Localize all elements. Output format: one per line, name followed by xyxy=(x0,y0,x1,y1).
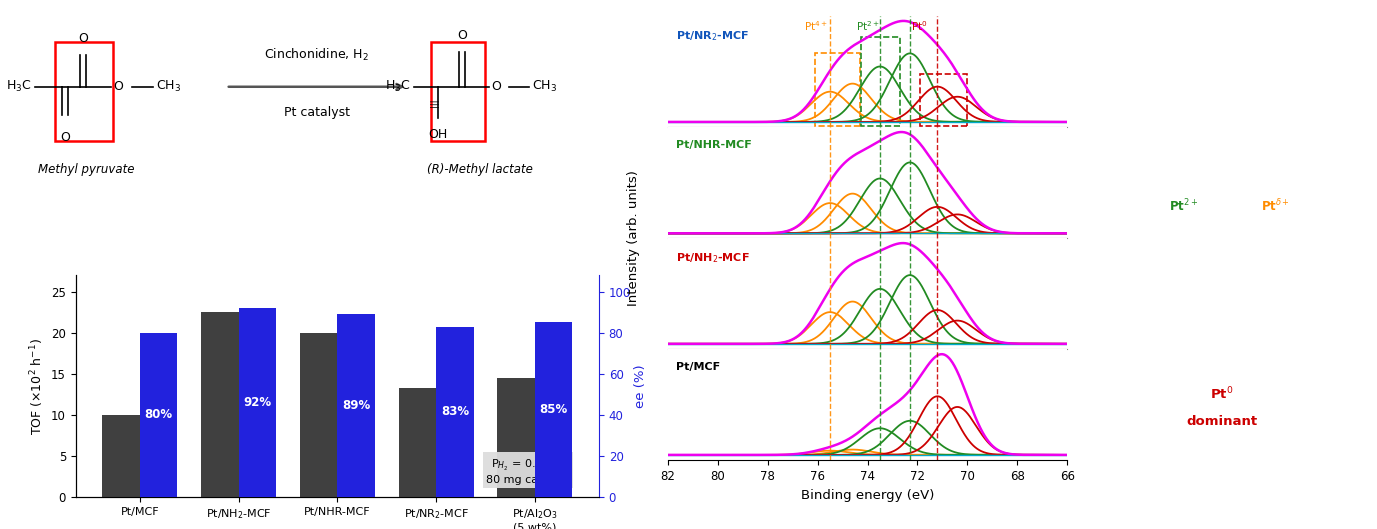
Text: 83%: 83% xyxy=(441,405,470,418)
Bar xyxy=(140,333,178,497)
Text: Pt$^{2+}$: Pt$^{2+}$ xyxy=(1169,197,1198,214)
Text: 89%: 89% xyxy=(341,399,370,412)
Text: H$_3$C: H$_3$C xyxy=(7,79,32,94)
Bar xyxy=(920,74,967,126)
Text: (R)-Methyl lactate: (R)-Methyl lactate xyxy=(427,163,533,176)
Text: O: O xyxy=(457,29,467,42)
Text: Pt/NH$_2$-MCF: Pt/NH$_2$-MCF xyxy=(676,251,749,265)
Bar xyxy=(534,322,573,497)
Text: O: O xyxy=(78,32,88,45)
Text: Pt/NHR-MCF: Pt/NHR-MCF xyxy=(676,140,752,150)
Text: Pt/NR$_2$-MCF: Pt/NR$_2$-MCF xyxy=(676,29,749,43)
Y-axis label: ee (%): ee (%) xyxy=(633,364,647,408)
Text: Pt$^0$: Pt$^0$ xyxy=(912,19,928,33)
Y-axis label: TOF ($\times$10$^2$ h$^{-1}$): TOF ($\times$10$^2$ h$^{-1}$) xyxy=(28,338,45,435)
Text: dominant: dominant xyxy=(1191,249,1253,262)
Bar xyxy=(201,312,238,497)
Text: P$_{H_2}$ = 0.1 MPa
80 mg catalyst: P$_{H_2}$ = 0.1 MPa 80 mg catalyst xyxy=(486,458,569,485)
Text: Pt$^{4+}$: Pt$^{4+}$ xyxy=(804,19,828,33)
Text: ): ) xyxy=(1314,199,1319,212)
Text: Pt catalyst: Pt catalyst xyxy=(284,106,350,118)
Text: Pt species: Pt species xyxy=(1188,153,1256,166)
X-axis label: Binding energy (eV): Binding energy (eV) xyxy=(801,488,934,501)
Bar xyxy=(398,388,437,497)
Text: O: O xyxy=(114,80,124,93)
Bar xyxy=(437,326,474,497)
Text: CH$_3$: CH$_3$ xyxy=(532,79,556,94)
Text: H$_3$C: H$_3$C xyxy=(386,79,410,94)
Text: Pt$^{δ+}$: Pt$^{δ+}$ xyxy=(1261,197,1290,214)
Bar xyxy=(861,37,901,126)
Text: Cinchonidine, H$_2$: Cinchonidine, H$_2$ xyxy=(264,47,369,63)
Text: OH: OH xyxy=(428,128,448,141)
Text: O: O xyxy=(492,80,501,93)
Text: (: ( xyxy=(1220,199,1224,212)
Bar xyxy=(497,378,534,497)
Bar xyxy=(55,42,113,141)
Bar xyxy=(431,42,485,141)
Text: Pt$^0$: Pt$^0$ xyxy=(1210,385,1234,402)
Bar xyxy=(337,314,375,497)
Text: Intensity (arb. units): Intensity (arb. units) xyxy=(627,170,640,306)
Text: 80%: 80% xyxy=(145,408,172,422)
Text: CH$_3$: CH$_3$ xyxy=(156,79,182,94)
Bar xyxy=(300,333,337,497)
Text: dominant: dominant xyxy=(1187,415,1257,428)
Text: Pt$^{2+}$: Pt$^{2+}$ xyxy=(855,19,880,33)
Text: 92%: 92% xyxy=(244,396,271,409)
Text: &: & xyxy=(1226,199,1237,212)
Text: |||: ||| xyxy=(431,98,439,107)
Text: Pt/MCF: Pt/MCF xyxy=(676,362,720,372)
Bar xyxy=(238,308,277,497)
Text: O: O xyxy=(61,131,70,144)
Text: Electron-deficient: Electron-deficient xyxy=(1164,110,1281,122)
Bar xyxy=(815,53,861,126)
Text: 85%: 85% xyxy=(540,403,567,416)
Text: Methyl pyruvate: Methyl pyruvate xyxy=(39,163,135,176)
Bar xyxy=(102,415,140,497)
